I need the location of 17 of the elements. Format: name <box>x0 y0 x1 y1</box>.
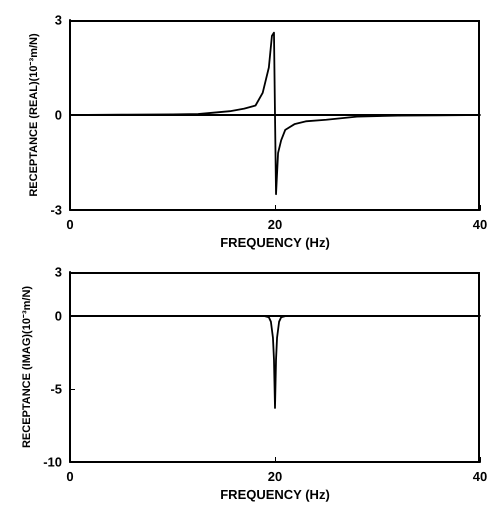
x-tick-label: 0 <box>66 217 74 232</box>
y-tick-label: 0 <box>54 108 62 122</box>
x-axis-title: FREQUENCY (Hz) <box>220 487 330 502</box>
y-tick-label: -10 <box>43 454 62 470</box>
y-tick-label: -3 <box>50 202 62 218</box>
y-tick-label: 3 <box>54 12 62 28</box>
y-tick-label: -5 <box>50 381 62 396</box>
x-tick-label: 40 <box>472 217 488 232</box>
y-axis-title: RECEPTANCE (IMAG)(10⁻³m/N) <box>20 286 33 448</box>
y-axis-title: RECEPTANCE (REAL)(10⁻³m/N) <box>28 33 40 197</box>
x-tick-label: 20 <box>268 469 282 484</box>
x-tick-label: 0 <box>66 469 74 484</box>
x-axis-title: FREQUENCY (Hz) <box>220 235 330 250</box>
y-tick-label: 0 <box>54 308 62 324</box>
y-tick-label: 3 <box>54 264 62 280</box>
x-tick-label: 40 <box>472 469 488 484</box>
x-tick-label: 20 <box>268 217 282 232</box>
